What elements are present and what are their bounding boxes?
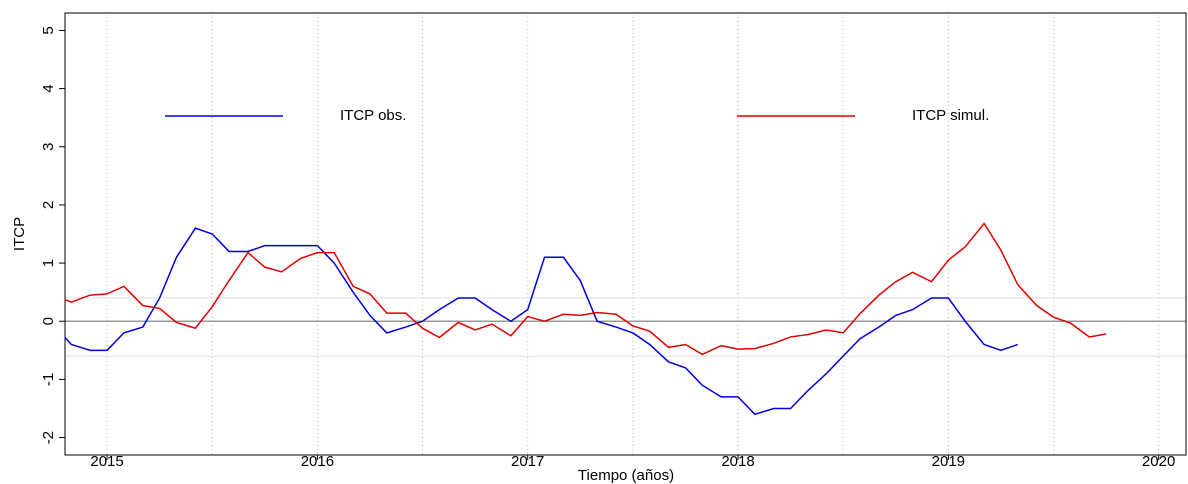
- x-tick-label: 2019: [932, 453, 965, 470]
- y-tick-label: 0: [40, 317, 57, 325]
- y-tick-label: 1: [40, 259, 57, 267]
- y-axis-title: ITCP: [11, 217, 28, 251]
- x-tick-label: 2017: [511, 453, 544, 470]
- x-axis-title: Tiempo (años): [578, 467, 674, 484]
- y-tick-label: 3: [40, 143, 57, 151]
- x-tick-label: 2016: [301, 453, 334, 470]
- x-tick-label: 2015: [90, 453, 123, 470]
- x-tick-label: 2020: [1142, 453, 1175, 470]
- plot-frame: [64, 12, 1187, 456]
- data-line: [64, 222, 1107, 356]
- legend-label: ITCP simul.: [912, 107, 989, 124]
- y-tick-label: -1: [40, 373, 57, 386]
- legend-label: ITCP obs.: [340, 107, 406, 124]
- x-tick-label: 2018: [721, 453, 754, 470]
- y-tick-label: -2: [40, 431, 57, 444]
- y-tick-label: 2: [40, 201, 57, 209]
- data-line: [64, 227, 1018, 416]
- y-tick-label: 4: [40, 84, 57, 92]
- y-tick-label: 5: [40, 26, 57, 34]
